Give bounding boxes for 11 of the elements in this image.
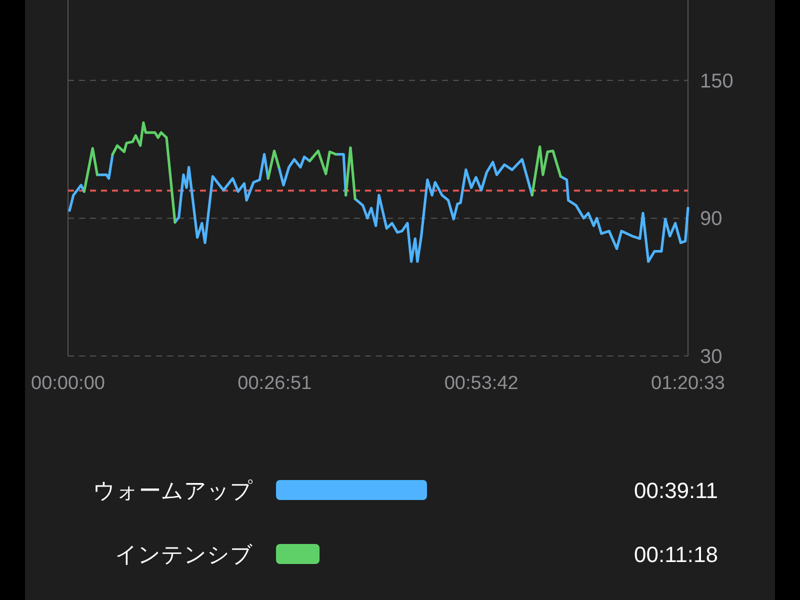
y-tick-label: ウォームアップ <box>93 478 253 503</box>
y-tick-label: 30 <box>700 346 722 368</box>
data-label: 00:11:18 <box>634 542 718 567</box>
y-tick-label: 90 <box>700 208 722 230</box>
data-label: 00:39:11 <box>634 478 718 503</box>
x-tick-label: 00:26:51 <box>238 373 312 394</box>
y-tick-label: インテンシブ <box>115 542 253 567</box>
x-tick-label: 00:00:00 <box>31 373 105 394</box>
x-tick-label: 00:53:42 <box>444 373 518 394</box>
y-tick-label: 150 <box>700 70 734 92</box>
x-tick-label: 01:20:33 <box>651 373 725 394</box>
